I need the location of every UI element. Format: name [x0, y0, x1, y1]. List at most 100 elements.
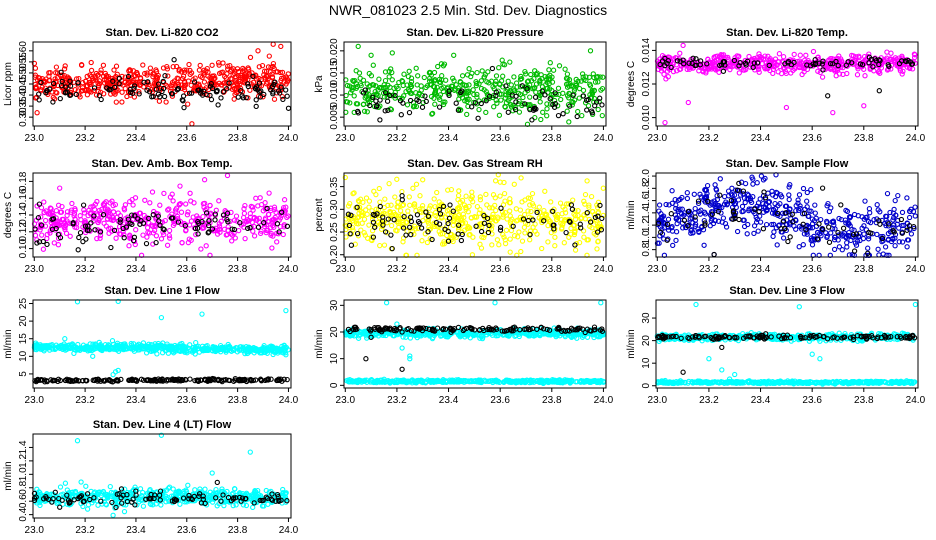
data-point — [44, 87, 50, 94]
data-point — [670, 242, 676, 249]
data-point — [493, 93, 499, 99]
data-point — [401, 71, 407, 77]
data-point — [854, 72, 861, 78]
data-point — [262, 75, 268, 81]
data-point — [399, 78, 405, 84]
data-point — [861, 103, 867, 109]
chart-title: Stan. Dev. Sample Flow — [726, 158, 849, 170]
data-point — [597, 74, 603, 80]
data-point — [368, 73, 375, 79]
data-point — [180, 98, 186, 104]
data-point — [428, 93, 435, 100]
data-point — [544, 106, 550, 112]
data-point — [185, 78, 192, 84]
data-point — [481, 74, 487, 80]
data-point — [547, 101, 554, 107]
data-point — [561, 240, 567, 246]
data-point — [489, 65, 496, 72]
data-point — [136, 80, 142, 86]
data-point — [521, 211, 528, 218]
data-point — [592, 79, 599, 85]
data-point — [164, 66, 171, 72]
data-point — [474, 203, 481, 210]
data-point — [266, 84, 273, 90]
data-point — [500, 73, 506, 79]
data-point — [76, 234, 82, 241]
y-tick-label: 0.18 — [18, 171, 29, 191]
data-point — [774, 242, 780, 248]
data-point — [552, 101, 559, 107]
data-point — [542, 73, 548, 80]
data-point — [116, 81, 122, 87]
data-point — [563, 229, 569, 236]
y-axis-label: Licor ppm — [3, 62, 14, 106]
data-point — [381, 242, 388, 248]
data-point — [876, 252, 882, 258]
data-point — [594, 246, 600, 252]
data-point — [158, 236, 165, 242]
data-point — [225, 66, 231, 72]
data-point — [600, 185, 606, 191]
data-point — [589, 88, 595, 94]
data-point — [440, 101, 447, 108]
data-point — [522, 101, 528, 107]
data-point — [346, 83, 353, 89]
data-point — [155, 91, 162, 97]
data-point — [673, 237, 679, 244]
data-point — [572, 85, 578, 91]
data-point — [233, 213, 240, 219]
data-point — [37, 79, 43, 85]
data-point — [564, 71, 571, 77]
data-point — [343, 234, 349, 240]
data-point — [184, 90, 190, 97]
data-point — [181, 104, 187, 111]
data-point — [363, 90, 370, 96]
data-point — [475, 115, 481, 121]
data-point — [361, 216, 368, 222]
y-tick-label: 0.015 — [329, 60, 340, 85]
data-point — [565, 75, 571, 82]
data-point — [882, 244, 889, 250]
data-point — [183, 201, 189, 207]
data-point — [389, 77, 395, 83]
data-point — [36, 91, 42, 97]
data-point — [61, 66, 68, 72]
data-point — [278, 84, 284, 90]
data-point — [364, 211, 370, 217]
x-tick-label: 23.8 — [854, 133, 874, 144]
y-tick-label: 5 — [18, 371, 29, 377]
data-point — [529, 190, 536, 197]
data-point — [508, 227, 515, 234]
data-point — [582, 100, 589, 106]
data-point — [836, 244, 843, 250]
data-point — [680, 42, 686, 49]
data-point — [93, 70, 99, 77]
data-point — [447, 202, 453, 208]
data-point — [484, 202, 490, 208]
data-point — [208, 81, 214, 87]
data-point — [493, 207, 499, 214]
data-point — [439, 73, 445, 79]
data-point — [168, 82, 174, 89]
data-point — [92, 73, 98, 79]
data-point — [147, 200, 153, 206]
data-point — [216, 198, 222, 204]
data-point — [366, 204, 372, 210]
data-point — [198, 246, 204, 252]
data-point — [62, 336, 68, 342]
data-point — [100, 62, 107, 68]
data-point — [222, 73, 228, 80]
x-tick-label: 23.4 — [126, 395, 146, 406]
data-point — [382, 89, 389, 96]
data-point — [499, 57, 505, 63]
data-point — [241, 73, 248, 79]
data-point — [193, 339, 199, 346]
data-point — [584, 178, 590, 184]
x-tick-label: 23.2 — [75, 264, 95, 275]
data-point — [692, 210, 698, 216]
data-point — [367, 102, 373, 109]
y-tick-label: 2.0 — [641, 169, 652, 183]
data-point — [367, 83, 373, 89]
data-point — [570, 99, 576, 105]
data-point — [501, 190, 508, 197]
